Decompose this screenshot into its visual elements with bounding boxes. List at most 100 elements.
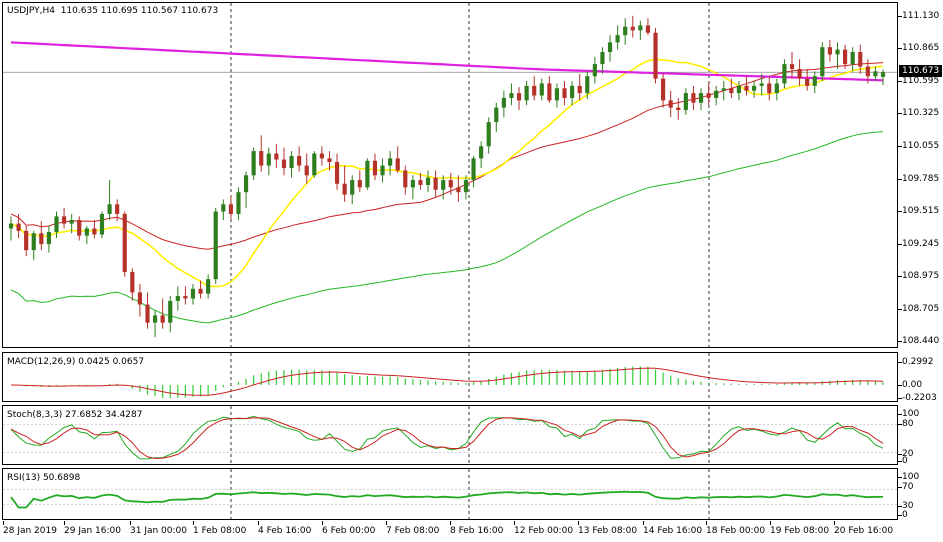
- candle: [592, 56, 597, 84]
- time-axis-label: 29 Jan 16:00: [64, 526, 121, 536]
- time-axis-tick: [643, 521, 644, 525]
- candle: [645, 18, 651, 36]
- candle: [683, 88, 688, 115]
- candle: [24, 226, 29, 257]
- candle-body: [61, 216, 67, 224]
- candle: [706, 83, 711, 106]
- candle: [357, 170, 362, 193]
- candle: [463, 175, 469, 200]
- candle: [789, 52, 795, 79]
- candle: [304, 153, 309, 184]
- candle-body: [858, 52, 863, 67]
- candle-body: [827, 47, 833, 55]
- candle: [827, 39, 833, 62]
- candle: [691, 85, 696, 111]
- chart-title: USDJPY,H4 110.635 110.695 110.567 110.67…: [7, 6, 218, 16]
- candle: [835, 42, 840, 69]
- candle: [281, 147, 287, 176]
- time-axis-label: 6 Feb 00:00: [322, 526, 376, 536]
- candle: [562, 81, 567, 106]
- price-axis-label: 109.245: [902, 238, 940, 249]
- macd-axis-min: -0.2203: [902, 393, 937, 403]
- close-value: 110.673: [180, 6, 219, 16]
- candle-body: [668, 100, 673, 108]
- candle-body: [812, 76, 817, 86]
- candle: [266, 147, 271, 176]
- candle-body: [835, 49, 840, 55]
- candle: [122, 211, 127, 277]
- candle: [84, 226, 89, 245]
- macd-pane[interactable]: MACD(12,26,9) 0.0425 0.0657: [2, 352, 898, 402]
- candle: [577, 73, 582, 101]
- candle-body: [327, 158, 332, 162]
- candle: [228, 195, 233, 219]
- candle: [251, 147, 256, 181]
- candle-body: [365, 160, 370, 188]
- price-axis-tick: [898, 16, 902, 17]
- candle-body: [782, 64, 787, 84]
- candle-body: [152, 315, 158, 323]
- time-axis-label: 8 Feb 16:00: [450, 526, 504, 536]
- stoch-axis-20: 20: [902, 449, 914, 459]
- price-axis-label: 109.785: [902, 173, 940, 184]
- candle: [54, 211, 59, 239]
- macd-indicator: [10, 353, 884, 401]
- candle-body: [175, 296, 180, 301]
- candle: [448, 172, 453, 195]
- stochastic-indicator: [3, 406, 897, 464]
- time-axis-label: 20 Feb 16:00: [834, 526, 894, 536]
- macd-axis-zero: 0.00: [902, 380, 923, 390]
- candle: [441, 175, 446, 200]
- candle: [16, 213, 21, 239]
- candle-body: [456, 187, 461, 193]
- candle: [554, 83, 560, 108]
- price-axis-label: 108.975: [902, 271, 940, 282]
- time-axis-label: 31 Jan 00:00: [130, 526, 187, 536]
- high-value: 110.695: [100, 6, 139, 16]
- candle: [312, 151, 317, 178]
- candle: [858, 44, 863, 74]
- price-chart-pane[interactable]: USDJPY,H4 110.635 110.695 110.567 110.67…: [2, 2, 898, 348]
- candle-body: [388, 158, 393, 166]
- candle: [183, 286, 188, 305]
- candle: [721, 81, 726, 101]
- candle: [380, 158, 385, 183]
- symbol-label: USDJPY,H4: [7, 6, 55, 16]
- candle: [615, 25, 620, 50]
- time-axis-tick: [130, 521, 131, 525]
- candle-body: [736, 85, 742, 94]
- candle: [190, 284, 196, 305]
- candle-body: [206, 279, 211, 294]
- candle-body: [16, 223, 21, 231]
- candle-body: [562, 88, 567, 98]
- time-axis-label: 14 Feb 16:00: [643, 526, 703, 536]
- candle: [206, 274, 211, 299]
- candle-body: [843, 49, 848, 65]
- price-axis[interactable]: 110.673 111.130 110.865 110.595 110.325 110.…: [898, 2, 943, 348]
- candle-body: [312, 153, 317, 176]
- rsi-pane[interactable]: RSI(13) 50.6898: [2, 468, 898, 520]
- candle-body: [592, 64, 597, 77]
- price-axis-label: 108.705: [902, 303, 940, 314]
- stoch-pane[interactable]: Stoch(8,3,3) 27.6852 34.4287: [2, 405, 898, 465]
- macd-axis-max: 0.2992: [902, 357, 934, 367]
- candle-body: [304, 165, 309, 176]
- candle: [297, 146, 302, 172]
- candle: [319, 146, 324, 166]
- candle-body: [39, 233, 44, 245]
- candle: [334, 153, 340, 190]
- rsi-axis-0: 0: [902, 510, 908, 520]
- candle: [130, 268, 135, 301]
- stoch-label: Stoch(8,3,3) 27.6852 34.4287: [7, 410, 143, 420]
- candle-body: [532, 85, 537, 96]
- time-axis-tick: [450, 521, 451, 525]
- candle: [797, 59, 802, 86]
- stoch-axis-100: 100: [902, 409, 920, 419]
- candle-body: [547, 83, 552, 101]
- stoch-axis-0: 0: [902, 456, 908, 466]
- ma-slow-line: [10, 131, 884, 324]
- candle: [236, 187, 241, 220]
- rsi-axis: 100 70 30 0: [898, 468, 943, 520]
- price-axis-tick: [898, 48, 902, 50]
- time-axis-label: 28 Jan 2019: [3, 526, 57, 536]
